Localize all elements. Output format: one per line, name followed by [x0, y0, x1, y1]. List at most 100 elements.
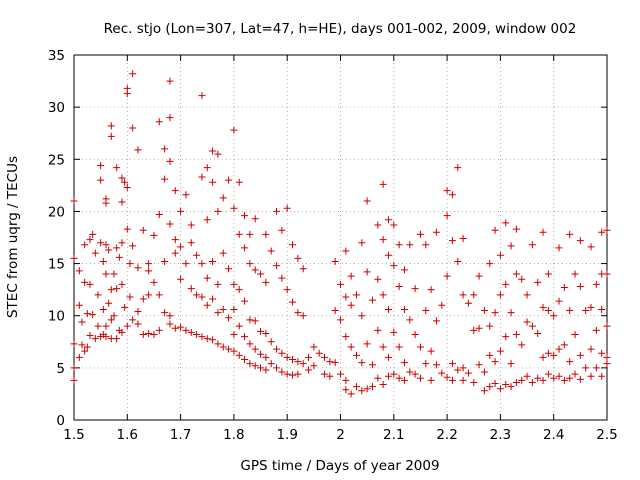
data-point — [390, 221, 398, 229]
data-point — [241, 333, 249, 341]
data-point — [438, 301, 446, 309]
data-point — [592, 326, 600, 334]
data-point — [70, 340, 78, 348]
data-point — [161, 257, 169, 265]
data-point — [246, 260, 254, 268]
data-point — [150, 330, 158, 338]
data-point — [480, 368, 488, 376]
data-point — [321, 353, 329, 361]
data-point — [587, 345, 595, 353]
data-point — [235, 351, 243, 359]
data-point — [230, 204, 238, 212]
data-point — [177, 323, 185, 331]
data-point — [363, 385, 371, 393]
data-point — [331, 307, 339, 314]
data-point — [177, 207, 185, 215]
data-point — [406, 316, 414, 324]
data-point — [129, 242, 137, 250]
data-point — [411, 330, 419, 338]
data-point — [166, 77, 174, 85]
data-point — [278, 274, 286, 282]
data-point — [225, 314, 233, 322]
data-point — [512, 225, 520, 233]
data-point — [246, 340, 254, 348]
data-point — [587, 372, 595, 380]
data-point — [134, 146, 142, 154]
data-point — [145, 291, 153, 299]
data-point — [496, 347, 504, 355]
data-point — [262, 353, 270, 361]
data-point — [246, 230, 254, 238]
data-point — [560, 341, 568, 349]
data-point — [384, 305, 392, 313]
data-point — [107, 132, 115, 140]
data-point — [384, 353, 392, 361]
data-point — [326, 372, 334, 380]
x-tick-label: 2.4 — [543, 427, 564, 443]
data-point — [422, 360, 430, 368]
data-point — [78, 318, 86, 326]
data-point — [528, 241, 536, 249]
data-point — [400, 376, 408, 384]
data-point — [97, 162, 105, 170]
data-point — [502, 219, 510, 227]
data-point — [432, 228, 440, 236]
data-point — [358, 312, 366, 320]
data-point — [230, 347, 238, 355]
data-point — [123, 322, 131, 330]
data-point — [219, 343, 227, 351]
data-point — [566, 230, 574, 238]
data-point — [523, 318, 531, 326]
data-point — [374, 221, 382, 229]
data-point — [134, 320, 142, 328]
data-point — [113, 164, 121, 172]
data-point — [326, 358, 334, 366]
data-point — [539, 228, 547, 236]
data-point — [555, 372, 563, 380]
data-point — [443, 373, 451, 381]
data-point — [110, 312, 118, 320]
x-axis-label: GPS time / Days of year 2009 — [240, 458, 439, 474]
data-point — [448, 237, 456, 245]
data-point — [576, 351, 584, 359]
data-point — [230, 280, 238, 288]
data-point — [603, 322, 611, 330]
data-point — [598, 305, 606, 313]
x-tick-label: 2 — [336, 427, 345, 443]
data-point — [235, 178, 243, 186]
data-point — [331, 257, 339, 265]
data-point — [150, 231, 158, 239]
data-point — [187, 239, 195, 247]
data-point — [512, 378, 520, 386]
data-point — [251, 345, 259, 353]
data-point — [209, 257, 217, 265]
data-point — [203, 164, 211, 172]
data-point — [139, 295, 147, 303]
data-point — [262, 230, 270, 238]
data-point — [273, 345, 281, 353]
data-point — [518, 275, 526, 283]
data-point — [187, 221, 195, 229]
grid — [74, 55, 607, 420]
data-point — [70, 376, 78, 384]
data-point — [246, 360, 254, 368]
data-point — [121, 178, 129, 186]
data-point — [251, 266, 259, 274]
data-point — [358, 387, 366, 395]
data-point — [432, 317, 440, 325]
data-point — [470, 291, 478, 299]
data-point — [592, 364, 600, 372]
data-point — [422, 241, 430, 249]
data-point — [91, 335, 99, 343]
data-point — [496, 291, 504, 299]
data-point — [171, 324, 179, 332]
data-point — [582, 307, 590, 314]
data-point — [102, 333, 110, 341]
data-point — [603, 270, 611, 278]
data-point — [70, 197, 78, 205]
data-point — [544, 307, 552, 314]
data-point — [528, 378, 536, 386]
data-point — [209, 295, 217, 303]
data-point — [555, 345, 563, 353]
data-point — [534, 278, 542, 286]
